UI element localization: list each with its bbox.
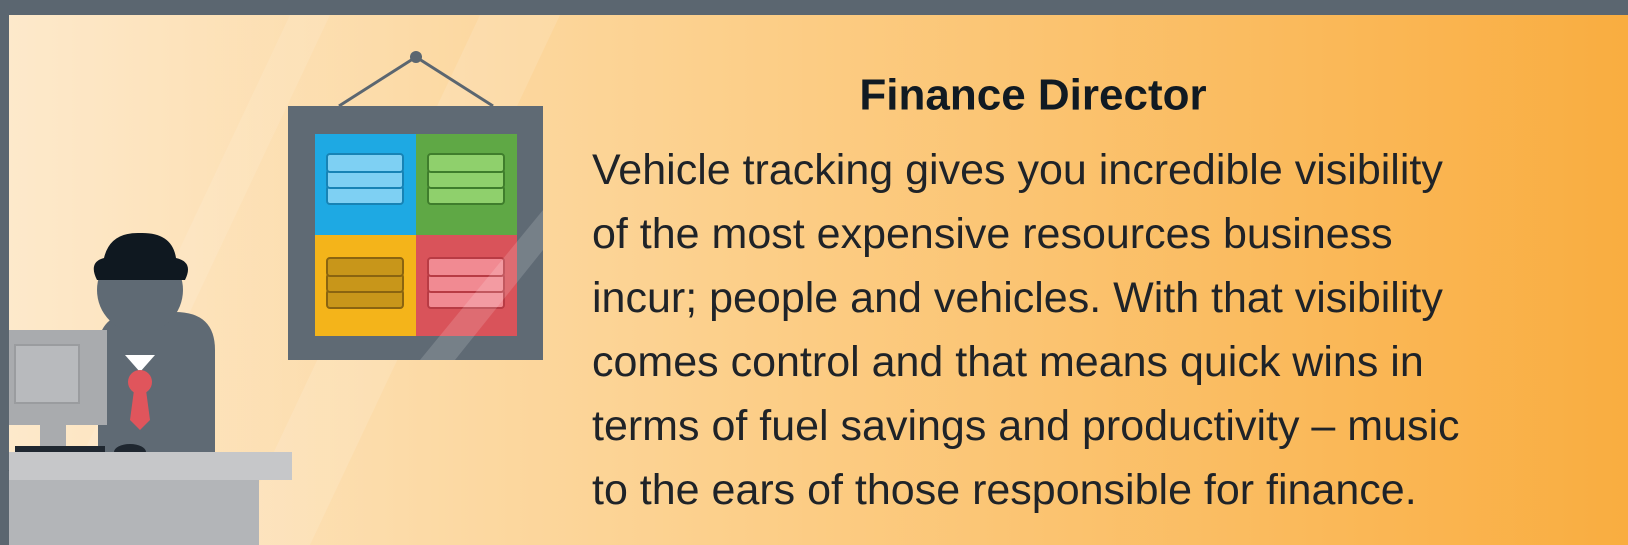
body-line: of the most expensive resources business	[592, 210, 1393, 258]
page: Finance Director Vehicle tracking gives …	[0, 0, 1628, 545]
body-line: incur; people and vehicles. With that vi…	[592, 274, 1443, 322]
body-line: comes control and that means quick wins …	[592, 338, 1424, 386]
body-line: terms of fuel savings and productivity –…	[592, 402, 1460, 450]
body-line: to the ears of those responsible for fin…	[592, 466, 1417, 514]
title: Finance Director	[859, 71, 1206, 120]
banner: Finance Director Vehicle tracking gives …	[0, 0, 1628, 545]
body-line: Vehicle tracking gives you incredible vi…	[592, 146, 1443, 194]
